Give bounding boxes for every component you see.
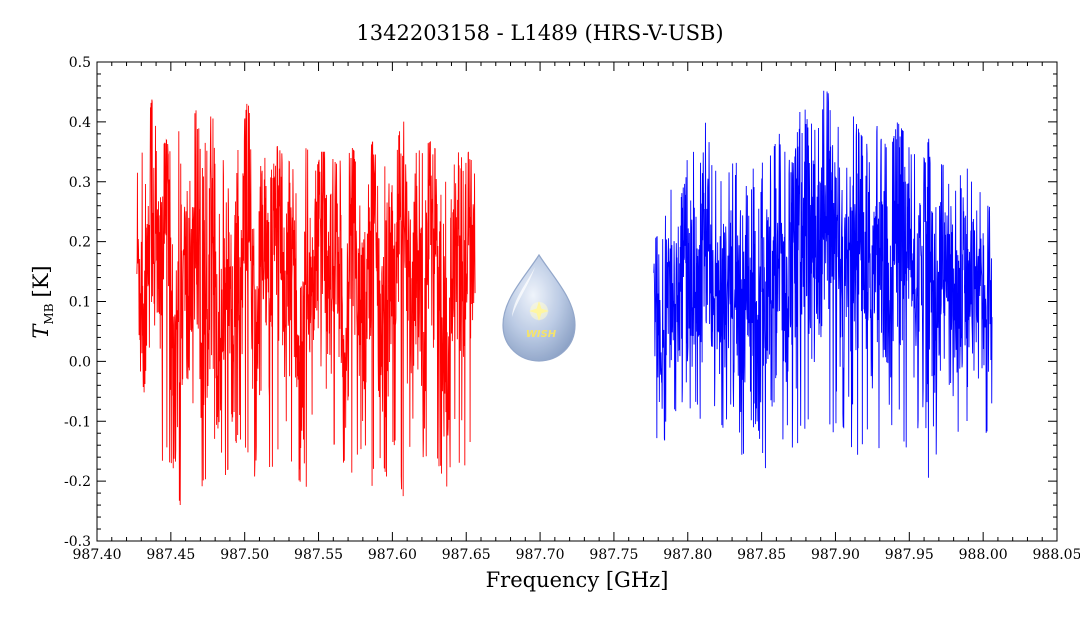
y-tick-label: -0.3 [64,534,91,550]
x-tick-label: 988.00 [959,547,1008,563]
x-tick-label: 987.55 [294,547,343,563]
x-tick-label: 987.95 [885,547,934,563]
x-tick-label: 987.70 [516,547,565,563]
y-tick-label: -0.2 [64,474,91,490]
x-tick-label: 987.80 [663,547,712,563]
y-tick-label: 0.5 [69,55,91,71]
y-tick-label: 0.4 [69,115,91,131]
series-2-line [654,91,992,478]
y-tick-label: 0.0 [69,354,91,370]
x-tick-label: 987.75 [589,547,638,563]
x-tick-label: 987.45 [146,547,195,563]
x-tick-label: 987.85 [737,547,786,563]
x-tick-label: 988.05 [1033,547,1080,563]
y-axis-label-text: TMB[K] [29,265,56,338]
series-1-line [137,100,475,505]
x-tick-label: 987.65 [442,547,491,563]
wish-logo: WISH [503,255,575,361]
x-tick-label: 987.90 [811,547,860,563]
y-tick-label: 0.3 [69,175,91,191]
y-tick-label: 0.1 [69,295,91,311]
y-tick-label: -0.1 [64,414,91,430]
y-axis-subscript: MB [42,303,56,324]
logo-text: WISH [526,329,557,340]
x-axis-label: Frequency [GHz] [486,568,669,592]
x-tick-label: 987.60 [368,547,417,563]
y-tick-label: 0.2 [69,235,91,251]
y-axis-label: TMB[K] [29,265,56,338]
chart-title: 1342203158 - L1489 (HRS-V-USB) [356,21,723,45]
x-tick-label: 987.50 [220,547,269,563]
y-axis-unit: [K] [29,265,53,297]
